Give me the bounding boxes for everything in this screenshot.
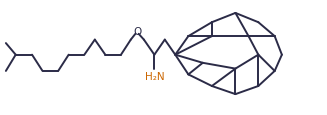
Text: O: O (133, 27, 141, 37)
Text: H₂N: H₂N (145, 71, 164, 81)
